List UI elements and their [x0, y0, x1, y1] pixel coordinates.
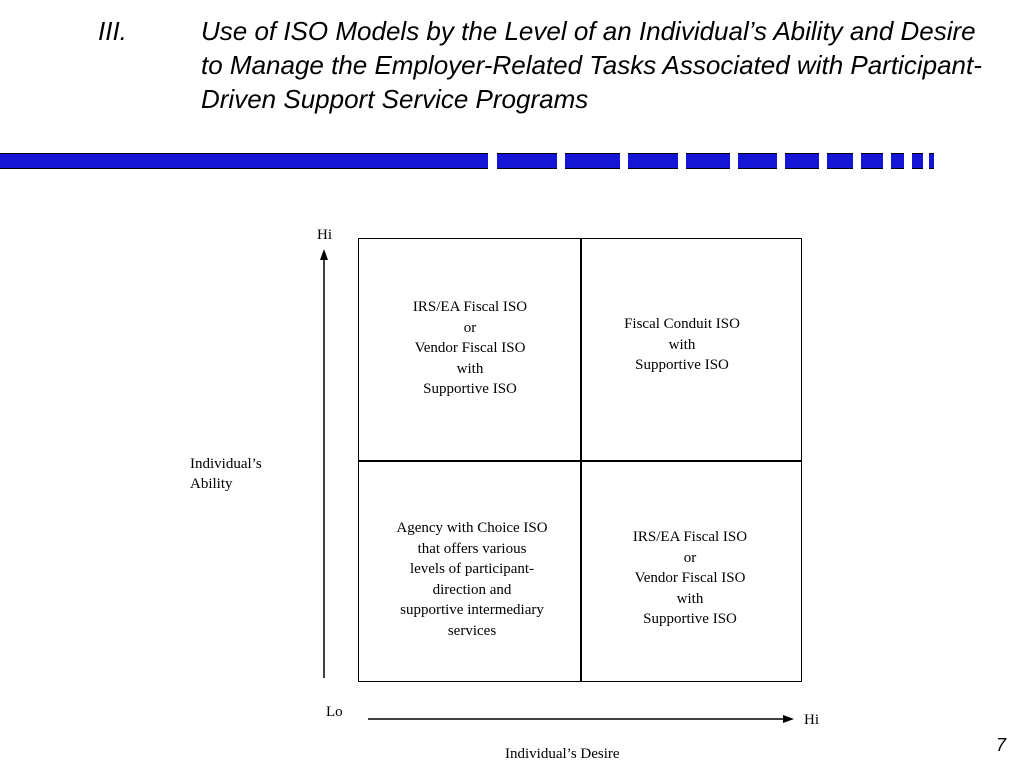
y-axis-label: Individual’s Ability — [190, 456, 262, 492]
bar-segment — [785, 153, 819, 169]
x-axis-high-label: Hi — [804, 712, 819, 728]
quadrant-bottom-left: Agency with Choice ISO that offers vario… — [396, 520, 548, 639]
quadrant-grid: IRS/EA Fiscal ISO or Vendor Fiscal ISO w… — [358, 238, 802, 682]
bar-segment — [912, 153, 923, 169]
bar-segment — [827, 153, 853, 169]
section-numeral: III. — [98, 16, 127, 46]
x-axis-arrow — [783, 715, 794, 723]
slide-title: Use of ISO Models by the Level of an Ind… — [201, 16, 982, 114]
bar-segment — [686, 153, 730, 169]
y-axis-arrow — [320, 249, 328, 260]
quadrant-top-left: IRS/EA Fiscal ISO or Vendor Fiscal ISO w… — [412, 299, 528, 397]
x-axis-label: Individual’s Desire — [505, 746, 620, 762]
bar-segment — [628, 153, 678, 169]
quadrant-bottom-right: IRS/EA Fiscal ISO or Vendor Fiscal ISO w… — [632, 529, 748, 627]
decorative-bar — [0, 153, 940, 169]
bar-segment — [0, 153, 488, 169]
bar-segment — [891, 153, 904, 169]
bar-segment — [861, 153, 883, 169]
bar-segment — [565, 153, 620, 169]
quadrant-top-right: Fiscal Conduit ISO with Supportive ISO — [624, 316, 740, 373]
bar-segment — [738, 153, 777, 169]
y-axis-low-label: Lo — [326, 704, 343, 720]
bar-segment — [929, 153, 934, 169]
page-number: 7 — [995, 735, 1006, 755]
bar-segment — [497, 153, 557, 169]
grid-horizontal-divider — [359, 460, 801, 462]
y-axis-high-label: Hi — [317, 227, 332, 243]
